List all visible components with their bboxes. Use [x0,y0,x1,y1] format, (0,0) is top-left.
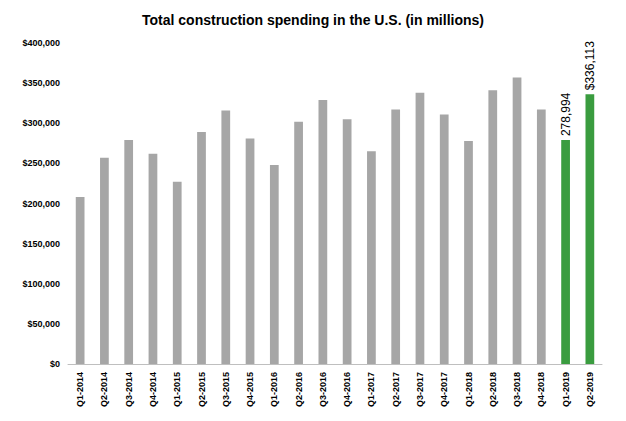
svg-text:$100,000: $100,000 [22,279,60,289]
svg-text:Q4-2016: Q4-2016 [342,372,352,407]
svg-text:Q1-2016: Q1-2016 [269,372,279,407]
svg-text:$150,000: $150,000 [22,239,60,249]
svg-text:Total construction spending in: Total construction spending in the U.S. … [142,12,484,28]
svg-text:278,994: 278,994 [559,92,573,136]
svg-text:Q1-2018: Q1-2018 [464,372,474,407]
svg-text:Q4-2014: Q4-2014 [148,372,158,407]
svg-text:$50,000: $50,000 [27,319,60,329]
svg-text:Q1-2019: Q1-2019 [561,372,571,407]
svg-text:$336,113: $336,113 [583,41,597,90]
svg-text:Q1-2015: Q1-2015 [172,372,182,407]
svg-text:$350,000: $350,000 [22,78,60,88]
svg-text:Q2-2016: Q2-2016 [294,372,304,407]
svg-text:Q4-2015: Q4-2015 [245,372,255,407]
svg-text:Q2-2017: Q2-2017 [391,372,401,407]
svg-text:Q2-2018: Q2-2018 [488,372,498,407]
svg-text:Q4-2017: Q4-2017 [439,372,449,407]
svg-text:Q3-2015: Q3-2015 [221,372,231,407]
svg-text:Q4-2018: Q4-2018 [536,372,546,407]
svg-text:Q2-2015: Q2-2015 [197,372,207,407]
svg-text:Q3-2017: Q3-2017 [415,372,425,407]
svg-text:$200,000: $200,000 [22,199,60,209]
svg-text:Q2-2014: Q2-2014 [99,372,109,407]
svg-text:$400,000: $400,000 [22,38,60,48]
svg-text:Q1-2014: Q1-2014 [75,372,85,407]
svg-text:$300,000: $300,000 [22,118,60,128]
svg-text:$250,000: $250,000 [22,158,60,168]
svg-text:Q3-2018: Q3-2018 [512,372,522,407]
svg-text:Q2-2019: Q2-2019 [585,372,595,407]
svg-text:Q3-2016: Q3-2016 [318,372,328,407]
svg-text:Q1-2017: Q1-2017 [366,372,376,407]
svg-text:Q3-2014: Q3-2014 [124,372,134,407]
svg-text:$0: $0 [50,359,60,369]
